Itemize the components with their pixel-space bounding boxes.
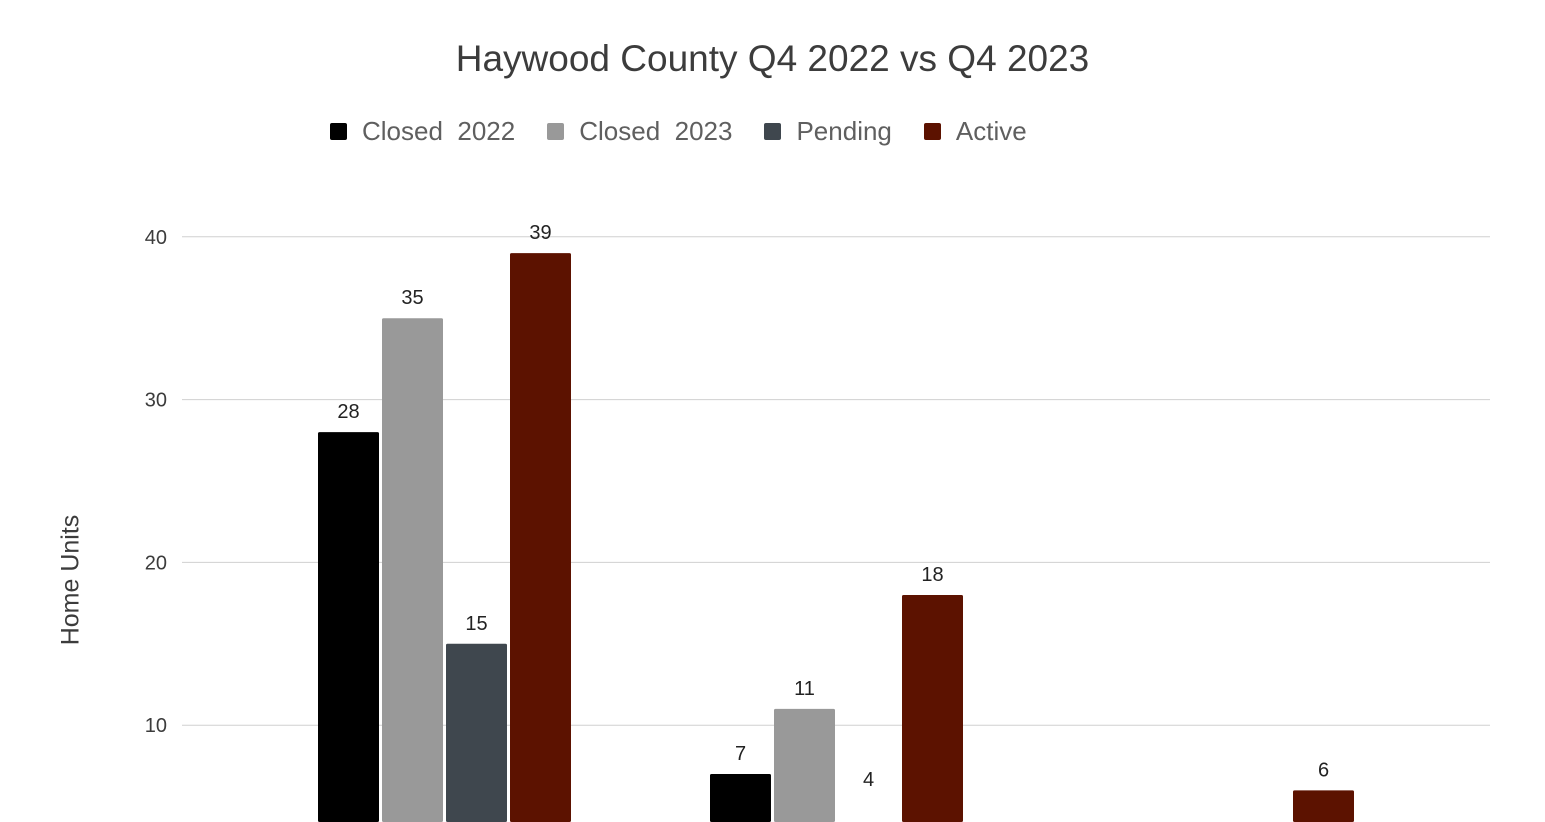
data-label: 11 <box>794 678 815 700</box>
bar <box>382 318 443 822</box>
legend-item-active: Active <box>923 116 1027 147</box>
legend-swatch <box>764 123 782 140</box>
chart-title: Haywood County Q4 2022 vs Q4 2023 <box>455 38 1090 79</box>
data-label: 15 <box>465 613 487 635</box>
legend-label: Closed 2023 <box>579 116 733 146</box>
y-tick-label: 30 <box>145 390 167 412</box>
bar <box>446 643 507 822</box>
bar <box>1293 790 1354 822</box>
legend-swatch <box>923 123 941 140</box>
legend-label: Closed 2022 <box>362 116 516 146</box>
data-label: 35 <box>401 287 423 309</box>
legend-label: Pending <box>796 116 892 146</box>
bar <box>774 708 835 822</box>
legend-item-closed-2022: Closed 2022 <box>330 116 515 147</box>
bar <box>710 774 771 822</box>
legend-swatch <box>547 123 565 140</box>
data-label: 18 <box>921 564 943 586</box>
legend-item-closed-2023: Closed 2023 <box>547 116 732 147</box>
y-tick-label: 10 <box>145 715 167 737</box>
data-label: 6 <box>1318 759 1329 781</box>
y-tick-label: 40 <box>145 227 167 249</box>
data-label: 39 <box>529 222 551 244</box>
data-label: 4 <box>863 769 874 791</box>
bar <box>902 594 963 822</box>
data-label: 7 <box>735 743 746 765</box>
legend-item-pending: Pending <box>764 116 892 147</box>
legend-swatch <box>330 123 347 140</box>
y-tick-label: 20 <box>145 552 167 574</box>
bar <box>510 253 571 822</box>
data-label: 28 <box>337 401 359 423</box>
legend: Closed 2022 Closed 2023 Pending Active <box>330 116 1059 147</box>
legend-label: Active <box>955 116 1027 146</box>
bar <box>318 432 379 822</box>
